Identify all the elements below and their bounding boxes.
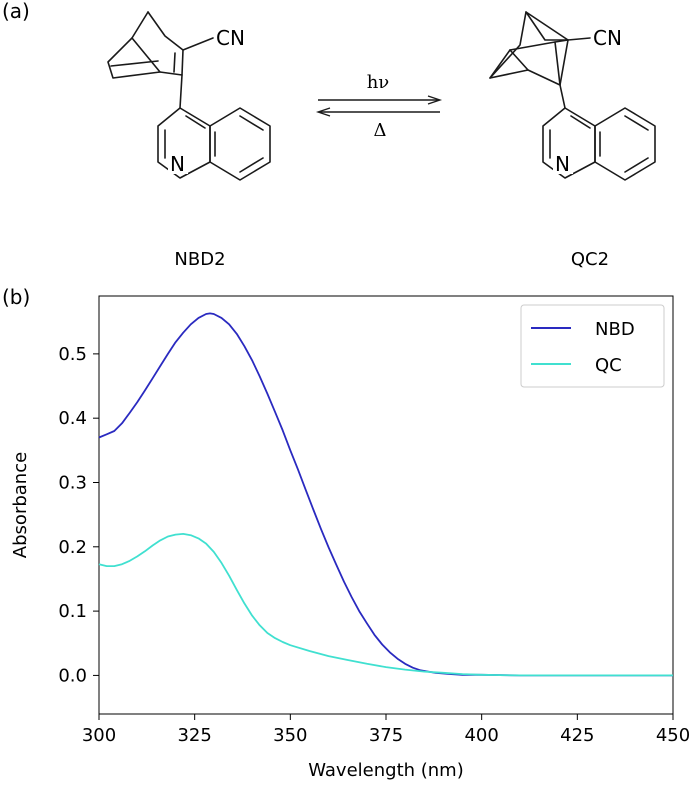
nbd2-n-mask [168,152,188,174]
panel-a-label: (a) [2,0,30,23]
y-tick-label: 0.2 [58,537,87,558]
nbd2-benzo-ring [209,107,271,181]
x-tick-label: 425 [560,725,594,746]
x-tick-label: 450 [656,725,690,746]
qc2-cage-top [525,11,569,41]
reverse-arrowhead [315,107,331,117]
nbd2-structure: N CN [107,11,271,181]
nbd2-cage-left [107,11,161,79]
legend-label-nbd: NBD [595,319,635,340]
series-layer [98,312,673,677]
forward-arrowhead [427,95,443,105]
absorbance-plot: 300 325 350 375 400 425 450 0.0 0.1 0.2 0.3 0.4 0.5… [58,295,690,746]
x-tick-label: 375 [369,725,403,746]
reactant-name: NBD2 [174,249,225,270]
qc2-benzo-ring [594,107,656,181]
qc2-benzo-db-2 [624,157,649,173]
qc2-cn-bond [567,37,591,41]
legend-box [520,304,665,388]
y-tick-label: 0.0 [58,665,87,686]
qc2-benzo-db-1 [624,115,649,131]
product-name: QC2 [571,249,609,270]
nbd2-aryl-bond [179,74,183,109]
nbd2-nitrogen-label: N [170,152,185,176]
x-tick-label: 400 [464,725,498,746]
y-tick-label: 0.1 [58,601,87,622]
qc2-structure: N CN [489,11,656,181]
x-tick-label: 325 [177,725,211,746]
reverse-label: Δ [374,120,387,141]
legend-label-qc: QC [595,355,622,376]
x-axis-ticks: 300 325 350 375 400 425 450 [82,714,690,746]
qc2-cage-bond-1 [554,39,569,43]
qc2-nitrogen-label: N [555,152,570,176]
nbd2-double-bond-2 [173,52,176,73]
qc2-ring-db-1 [570,115,591,129]
qc2-n-mask [553,152,573,174]
qc2-cage-bond-3 [489,49,511,79]
nbd2-cn-label: CN [216,26,245,50]
x-tick-label: 300 [82,725,116,746]
forward-label: hν [367,72,390,93]
nbd2-ring-db-1 [185,115,206,129]
qc2-cn-label: CN [593,26,622,50]
x-axis-label: Wavelength (nm) [308,760,464,781]
y-axis-ticks: 0.0 0.1 0.2 0.3 0.4 0.5 [58,344,99,686]
nbd2-benzo-db-1 [239,115,264,131]
legend: NBD QC [520,304,665,388]
panel-b-label: (b) [2,285,30,309]
equilibrium-arrows [315,95,443,117]
qc2-cage-front [509,41,561,86]
qc2-aryl-bond [559,84,566,109]
y-tick-label: 0.3 [58,472,87,493]
nbd2-benzo-db-2 [239,157,264,173]
nbd2-cage-right [131,11,184,76]
series-line-qc [98,533,673,677]
nbd2-double-bond-1 [110,60,159,67]
qc2-cage-bond-2 [559,39,569,86]
x-tick-label: 350 [273,725,307,746]
nbd2-cn-bond [182,37,214,51]
qc2-cage-left [489,11,529,79]
y-axis-label: Absorbance [10,452,31,558]
y-tick-label: 0.5 [58,344,87,365]
y-tick-label: 0.4 [58,408,87,429]
